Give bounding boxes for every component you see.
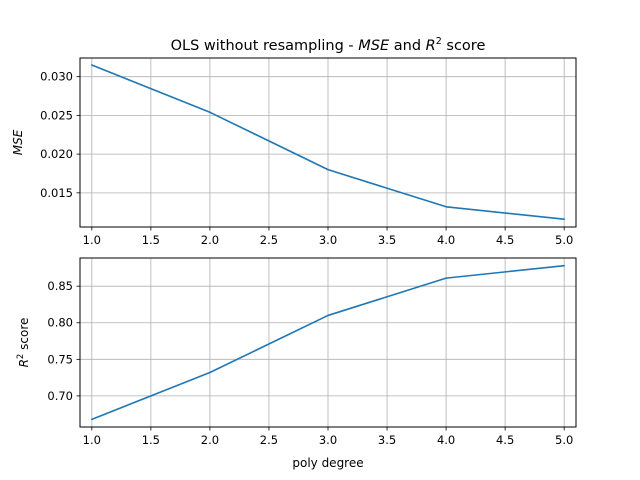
mse-y-axis-label: MSE bbox=[11, 129, 25, 155]
y-tick-label: 0.030 bbox=[40, 70, 73, 84]
y-tick-label: 0.70 bbox=[47, 389, 73, 403]
y-tick-label: 0.75 bbox=[47, 352, 73, 366]
r2-data-point bbox=[327, 314, 329, 317]
x-tick-label: 4.5 bbox=[496, 233, 514, 247]
mse-data-point bbox=[209, 111, 211, 114]
r2-ticks: 1.0 1.5 2.0 2.5 3.0 3.5 4.0 4.5 5.0 0.70 0.75 0.80 0… bbox=[47, 279, 573, 447]
mse-data-point bbox=[445, 205, 447, 208]
y-tick-label: 0.020 bbox=[40, 147, 73, 161]
x-tick-label: 1.5 bbox=[142, 433, 160, 447]
y-tick-label: 0.025 bbox=[40, 108, 73, 122]
x-tick-label: 1.0 bbox=[83, 433, 101, 447]
mse-series bbox=[91, 64, 565, 220]
r2-series bbox=[91, 264, 565, 421]
x-tick-label: 5.0 bbox=[555, 433, 573, 447]
x-tick-label: 3.5 bbox=[378, 433, 396, 447]
r2-data-point bbox=[209, 371, 211, 374]
mse-ticks: 1.0 1.5 2.0 2.5 3.0 3.5 4.0 4.5 5.0 0.015 0.020 0.0… bbox=[40, 70, 573, 247]
chart-title: OLS without resampling - MSE and R2 scor… bbox=[171, 36, 486, 54]
y-tick-label: 0.80 bbox=[47, 316, 73, 330]
r2-data-point bbox=[91, 418, 93, 421]
r2-data-point bbox=[445, 277, 447, 279]
x-tick-label: 4.5 bbox=[496, 433, 514, 447]
r2-subplot: 1.0 1.5 2.0 2.5 3.0 3.5 4.0 4.5 5.0 0.70 0.75 0.80 0… bbox=[16, 257, 577, 470]
y-tick-label: 0.85 bbox=[47, 279, 73, 293]
y-tick-label: 0.015 bbox=[40, 186, 73, 200]
r2-data-point bbox=[563, 264, 565, 267]
x-tick-label: 1.5 bbox=[142, 233, 160, 247]
x-tick-label: 2.5 bbox=[260, 233, 278, 247]
x-tick-label: 4.0 bbox=[437, 433, 455, 447]
mse-subplot: 1.0 1.5 2.0 2.5 3.0 3.5 4.0 4.5 5.0 0.015 0.020 0.0… bbox=[11, 57, 577, 247]
x-tick-label: 1.0 bbox=[83, 233, 101, 247]
x-axis-label: poly degree bbox=[292, 456, 363, 470]
r2-grid bbox=[80, 258, 576, 427]
x-tick-label: 2.0 bbox=[201, 433, 219, 447]
mse-data-point bbox=[563, 218, 565, 220]
x-tick-label: 4.0 bbox=[437, 233, 455, 247]
x-tick-label: 2.0 bbox=[201, 233, 219, 247]
r2-y-axis-label: R2 score bbox=[16, 318, 31, 368]
mse-grid bbox=[80, 58, 576, 227]
x-tick-label: 5.0 bbox=[555, 233, 573, 247]
x-tick-label: 2.5 bbox=[260, 433, 278, 447]
x-tick-label: 3.0 bbox=[319, 233, 337, 247]
mse-data-point bbox=[91, 64, 93, 66]
mse-data-point bbox=[327, 168, 329, 171]
x-tick-label: 3.0 bbox=[319, 433, 337, 447]
x-tick-label: 3.5 bbox=[378, 233, 396, 247]
